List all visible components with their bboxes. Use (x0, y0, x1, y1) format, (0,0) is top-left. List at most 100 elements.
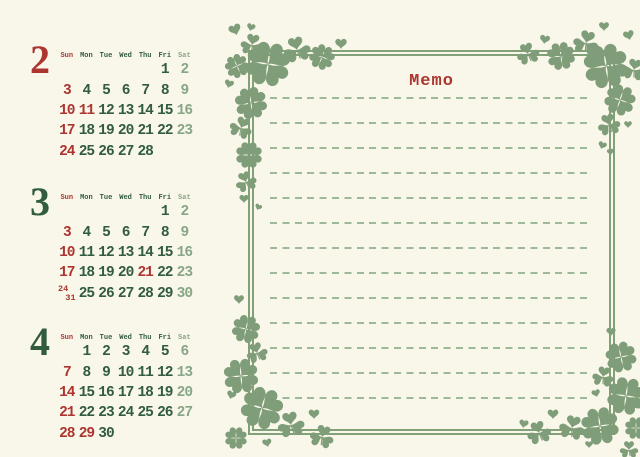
weekday-header: Sun (60, 52, 74, 60)
day-cell: 21 (59, 405, 75, 422)
memo-line (270, 272, 588, 274)
day-cell: 3 (121, 344, 131, 361)
day-cell: 13 (117, 102, 134, 119)
day-cell: 25 (78, 143, 95, 160)
day-cell: 12 (98, 244, 114, 261)
memo-line (270, 297, 588, 299)
day-cell (57, 60, 77, 80)
day-cell: 16 (98, 384, 114, 401)
day-cell: 20 (117, 265, 134, 282)
day-cell (77, 60, 97, 80)
heart-icon (234, 295, 244, 304)
weekday-header: Thu (138, 334, 152, 342)
day-cell: 1 (160, 62, 170, 79)
four-leaf-clover-icon (224, 426, 248, 450)
day-cell: 3 (62, 224, 72, 241)
memo-lines (270, 97, 588, 422)
day-cell: 18 (78, 123, 95, 140)
month-2: 2 Sun Mon Tue Wed Thu Fri Sat 1 2 3 4 5 6 7 8 9 10 11 12 13 1… (28, 37, 208, 174)
day-number: 31 (65, 292, 76, 303)
day-cell: 20 (117, 123, 134, 140)
heart-icon (335, 39, 346, 49)
day-cell: 22 (157, 265, 173, 282)
day-cell: 30 (176, 285, 193, 302)
day-cell: 1 (82, 344, 92, 361)
weekday-header: Fri (158, 194, 172, 202)
day-cell (175, 142, 195, 162)
weekday-header: Wed (119, 52, 132, 60)
day-cell: 16 (176, 102, 193, 119)
weekday-header: Thu (138, 194, 152, 202)
day-cell: 3 (62, 82, 72, 99)
day-cell: 10 (59, 102, 75, 119)
day-cell: 5 (102, 224, 111, 241)
heart-icon (224, 79, 235, 89)
day-cell: 22 (157, 123, 173, 140)
day-cell: 29 (78, 425, 95, 442)
memo-line (270, 97, 588, 99)
day-cell: 12 (98, 102, 114, 119)
day-cell (175, 424, 195, 444)
day-cell: 14 (137, 244, 153, 261)
weekday-header: Tue (99, 52, 113, 60)
day-cell: 9 (102, 364, 111, 381)
day-cell: 9 (180, 82, 190, 99)
day-cell: 17 (59, 123, 75, 140)
heart-icon (262, 438, 273, 448)
day-cell: 5 (160, 344, 170, 361)
heart-icon (622, 30, 635, 42)
day-cell: 11 (137, 364, 153, 381)
memo-line (270, 347, 588, 349)
memo-line (270, 197, 588, 199)
weekday-header: Sat (178, 334, 191, 342)
day-cell: 22 (78, 405, 95, 422)
weekday-header: Fri (158, 334, 172, 342)
day-cell (57, 202, 77, 222)
day-cell: 15 (157, 244, 173, 261)
day-cell: 13 (176, 364, 193, 381)
day-cell: 25 (137, 405, 153, 422)
day-cell: 28 (137, 285, 153, 302)
day-cell: 28 (59, 425, 75, 442)
weekday-header: Fri (158, 52, 172, 60)
day-cell (135, 202, 155, 222)
day-cell: 14 (137, 102, 153, 119)
day-cell (135, 424, 155, 444)
month-number: 3 (30, 179, 50, 224)
weekday-header: Wed (119, 194, 132, 202)
weekday-header: Mon (80, 52, 93, 60)
day-cell: 20 (176, 384, 193, 401)
day-cell: 23 (176, 265, 193, 282)
heart-icon (585, 441, 593, 448)
month-number: 2 (30, 37, 50, 82)
weekday-header: Sun (60, 334, 74, 342)
four-leaf-clover-icon (624, 416, 640, 440)
month-4: 4 Sun Mon Tue Wed Thu Fri Sat 1 2 3 4 5 6 7 8 9 10 11 12 13 1… (28, 322, 208, 456)
day-cell: 19 (157, 384, 173, 401)
day-cell: 18 (78, 265, 95, 282)
day-cell (116, 60, 136, 80)
day-cell: 2 (180, 204, 190, 221)
day-cell (116, 202, 136, 222)
heart-icon (228, 23, 243, 37)
memo-line (270, 222, 588, 224)
day-cell: 6 (121, 224, 131, 241)
memo-line (270, 122, 588, 124)
day-cell: 8 (160, 224, 170, 241)
day-cell: 16 (176, 244, 193, 261)
day-cell: 27 (117, 143, 134, 160)
day-cell: 21 (137, 265, 153, 282)
memo-line (270, 397, 588, 399)
three-leaf-clover-icon (619, 441, 639, 457)
weekday-header-row: Sun Mon Tue Wed Thu Fri Sat (57, 334, 194, 343)
day-cell: 1 (160, 204, 170, 221)
day-cell: 26 (98, 143, 114, 160)
weekday-header: Tue (99, 334, 113, 342)
day-grid: 1 2 3 4 5 6 7 8 9 10 11 12 13 14 15 16 17 18 19 20 21 22 23 24 2… (57, 60, 194, 162)
day-cell: 27 (117, 285, 134, 302)
day-cell: 23 (176, 123, 193, 140)
day-cell (155, 142, 175, 162)
day-cell: 13 (117, 244, 134, 261)
day-cell: 8 (82, 364, 92, 381)
